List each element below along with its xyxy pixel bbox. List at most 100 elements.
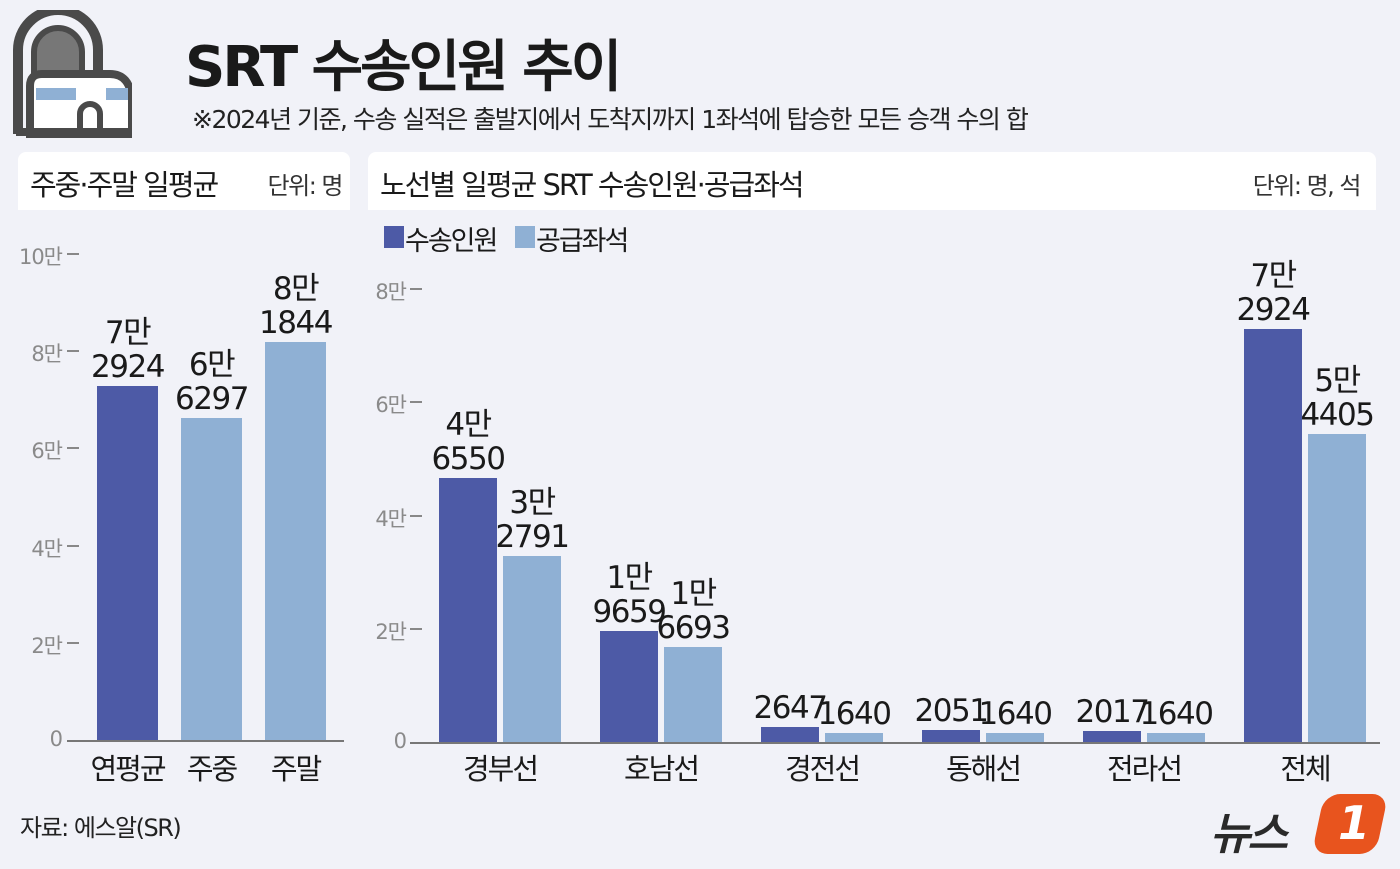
value-label-line: 1만 (606, 559, 653, 596)
y-tick-mark (67, 253, 79, 255)
value-label: 1640 (1139, 695, 1214, 732)
x-category-label: 전체 (1280, 752, 1331, 786)
value-label-line: 1만 (670, 576, 717, 613)
value-label: 1만 9659 (592, 559, 667, 630)
bar-경부선-공급좌석 (503, 556, 561, 742)
x-category-label: 동해선 (945, 752, 1022, 786)
right-chart-unit: 단위: 명, 석 (1252, 172, 1362, 200)
value-label-line: 1640 (1139, 695, 1214, 732)
value-label-line: 8만 (272, 271, 320, 308)
bar-전체-수송인원 (1244, 329, 1302, 742)
bar-전라선-수송인원 (1083, 730, 1141, 742)
logo-text: 뉴스 (1210, 809, 1288, 860)
legend-label-passengers: 수송인원 (405, 226, 498, 257)
bar-동해선-수송인원 (922, 730, 980, 742)
source-note: 자료: 에스알(SR) (20, 814, 182, 842)
x-axis (67, 740, 344, 742)
y-tick-label: 10만 (18, 245, 63, 269)
bar-경전선-공급좌석 (825, 732, 883, 742)
value-label: 5만 4405 (1300, 362, 1375, 433)
bar-호남선-공급좌석 (664, 647, 722, 742)
y-tick-mark (410, 627, 422, 630)
y-tick-mark (67, 544, 79, 547)
y-tick-label: 4만 (375, 506, 407, 531)
logo-mark-text: 1 (1338, 796, 1371, 850)
value-label-line: 7만 (104, 314, 152, 351)
bar-전체-공급좌석 (1308, 433, 1366, 742)
news1-logo: 뉴스 1 (1210, 792, 1389, 860)
x-category-label: 호남선 (623, 752, 700, 786)
left-chart-unit: 단위: 명 (267, 172, 344, 200)
value-label-line: 4만 (445, 407, 492, 444)
bar-주중 (181, 417, 242, 740)
value-label-line: 4405 (1300, 396, 1375, 433)
page-title: SRT 수송인원 추이 (185, 35, 622, 100)
y-tick-mark (67, 350, 79, 353)
value-label: 1640 (817, 695, 892, 732)
y-tick-label: 0 (49, 727, 63, 751)
value-label-line: 2051 (914, 693, 989, 730)
y-tick-mark (410, 514, 422, 517)
value-label-line: 2924 (1236, 292, 1311, 329)
y-tick-label: 8만 (375, 280, 407, 304)
x-category-label: 전라선 (1106, 752, 1183, 786)
value-label: 1640 (978, 695, 1053, 732)
bar-전라선-공급좌석 (1147, 732, 1205, 742)
y-tick-label: 4만 (31, 536, 63, 561)
value-label-line: 1640 (817, 695, 892, 732)
right-panel-header: 노선별 일평균 SRT 수송인원·공급좌석 단위: 명, 석 (368, 152, 1376, 210)
value-label: 2051 (914, 693, 989, 730)
value-label-line: 1844 (259, 305, 333, 342)
value-label: 8만 1844 (259, 271, 333, 342)
bar-경전선-수송인원 (761, 727, 819, 742)
train-tunnel-icon (13, 10, 132, 138)
value-label: 7만 2924 (91, 314, 165, 385)
left-panel-header: 주중·주말 일평균 단위: 명 (18, 152, 350, 210)
value-label-line: 6만 (188, 346, 236, 383)
x-category-label: 경전선 (784, 752, 861, 786)
value-label-line: 1640 (978, 695, 1053, 732)
legend-swatch-seats (515, 226, 535, 248)
value-label-line: 2924 (91, 348, 165, 385)
value-label-line: 7만 (1250, 258, 1297, 295)
legend-label-seats: 공급좌석 (536, 226, 629, 257)
value-label-line: 6297 (175, 380, 249, 417)
y-tick-mark (410, 401, 422, 404)
value-label-line: 3만 (509, 485, 556, 522)
x-axis (410, 742, 1380, 744)
x-category-label: 연평균 (90, 752, 166, 786)
x-category-label: 주말 (270, 752, 322, 786)
value-label-line: 6550 (431, 441, 506, 478)
right-chart-title: 노선별 일평균 SRT 수송인원·공급좌석 (380, 168, 805, 202)
bar-연평균 (97, 385, 158, 740)
value-label: 6만 6297 (175, 346, 249, 417)
bar-경부선-수송인원 (439, 478, 497, 742)
value-label: 2647 (753, 690, 828, 726)
y-tick-mark (67, 447, 79, 450)
value-label-line: 6693 (656, 610, 731, 647)
x-category-label: 주중 (186, 752, 238, 786)
y-tick-label: 0 (393, 729, 407, 753)
value-label-line: 2791 (495, 519, 570, 556)
bar-주말 (265, 342, 326, 740)
value-label: 4만 6550 (431, 407, 506, 478)
value-label-line: 9659 (592, 593, 667, 630)
value-label: 7만 2924 (1236, 258, 1311, 329)
y-tick-label: 2만 (31, 633, 63, 658)
value-label-line: 2647 (753, 690, 828, 726)
legend-swatch-passengers (384, 226, 404, 248)
y-tick-mark (67, 641, 79, 644)
y-tick-mark (410, 288, 422, 290)
left-chart-title: 주중·주말 일평균 (30, 168, 219, 202)
x-category-label: 경부선 (462, 752, 539, 786)
y-tick-label: 6만 (375, 393, 407, 418)
value-label: 1만 6693 (656, 576, 731, 647)
y-tick-label: 8만 (31, 342, 63, 367)
value-label-line: 2017 (1075, 693, 1150, 730)
value-label-line: 5만 (1314, 362, 1361, 399)
value-label: 3만 2791 (495, 485, 570, 556)
bar-동해선-공급좌석 (986, 732, 1044, 742)
value-label: 2017 (1075, 693, 1150, 730)
y-tick-label: 6만 (31, 439, 63, 464)
y-tick-label: 2만 (375, 619, 407, 644)
